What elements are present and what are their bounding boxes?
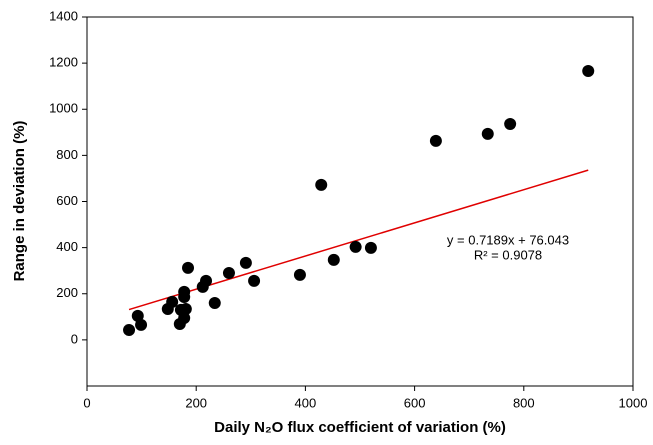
point — [481, 127, 494, 140]
point — [179, 302, 192, 315]
point — [135, 318, 148, 331]
point — [208, 296, 221, 309]
point — [293, 268, 306, 281]
y-tick-label: 0 — [71, 331, 78, 346]
point — [178, 311, 191, 324]
point — [349, 240, 362, 253]
point — [182, 261, 195, 274]
y-tick-label: 800 — [56, 147, 78, 162]
point — [178, 285, 191, 298]
y-tick-label: 1400 — [49, 8, 78, 23]
point — [315, 178, 328, 191]
point — [582, 64, 595, 77]
y-axis-title: Range in deviation (%) — [11, 121, 28, 282]
point — [166, 295, 179, 308]
plot-frame — [86, 16, 634, 387]
point — [131, 309, 144, 322]
x-axis-title: Daily N₂O flux coefficient of variation … — [214, 419, 506, 436]
point — [123, 323, 136, 336]
point — [504, 118, 517, 131]
point — [200, 274, 213, 287]
equation: y = 0.7189x + 76.043 — [447, 232, 569, 247]
r-squared: R² = 0.9078 — [474, 247, 542, 262]
y-tick-label: 600 — [56, 193, 78, 208]
point — [364, 241, 377, 254]
x-tick-label: 0 — [83, 395, 90, 410]
y-tick-label: 1000 — [49, 101, 78, 116]
y-tick-label: 1200 — [49, 55, 78, 70]
point — [239, 256, 252, 269]
point — [222, 266, 235, 279]
point — [248, 274, 261, 287]
point — [429, 134, 442, 147]
x-tick-label: 800 — [513, 395, 535, 410]
y-tick-label: 200 — [56, 285, 78, 300]
x-tick-label: 600 — [404, 395, 426, 410]
y-tick-label: 400 — [56, 239, 78, 254]
point — [327, 253, 340, 266]
x-tick-label: 1000 — [619, 395, 648, 410]
x-tick-label: 400 — [295, 395, 317, 410]
x-tick-label: 200 — [185, 395, 207, 410]
